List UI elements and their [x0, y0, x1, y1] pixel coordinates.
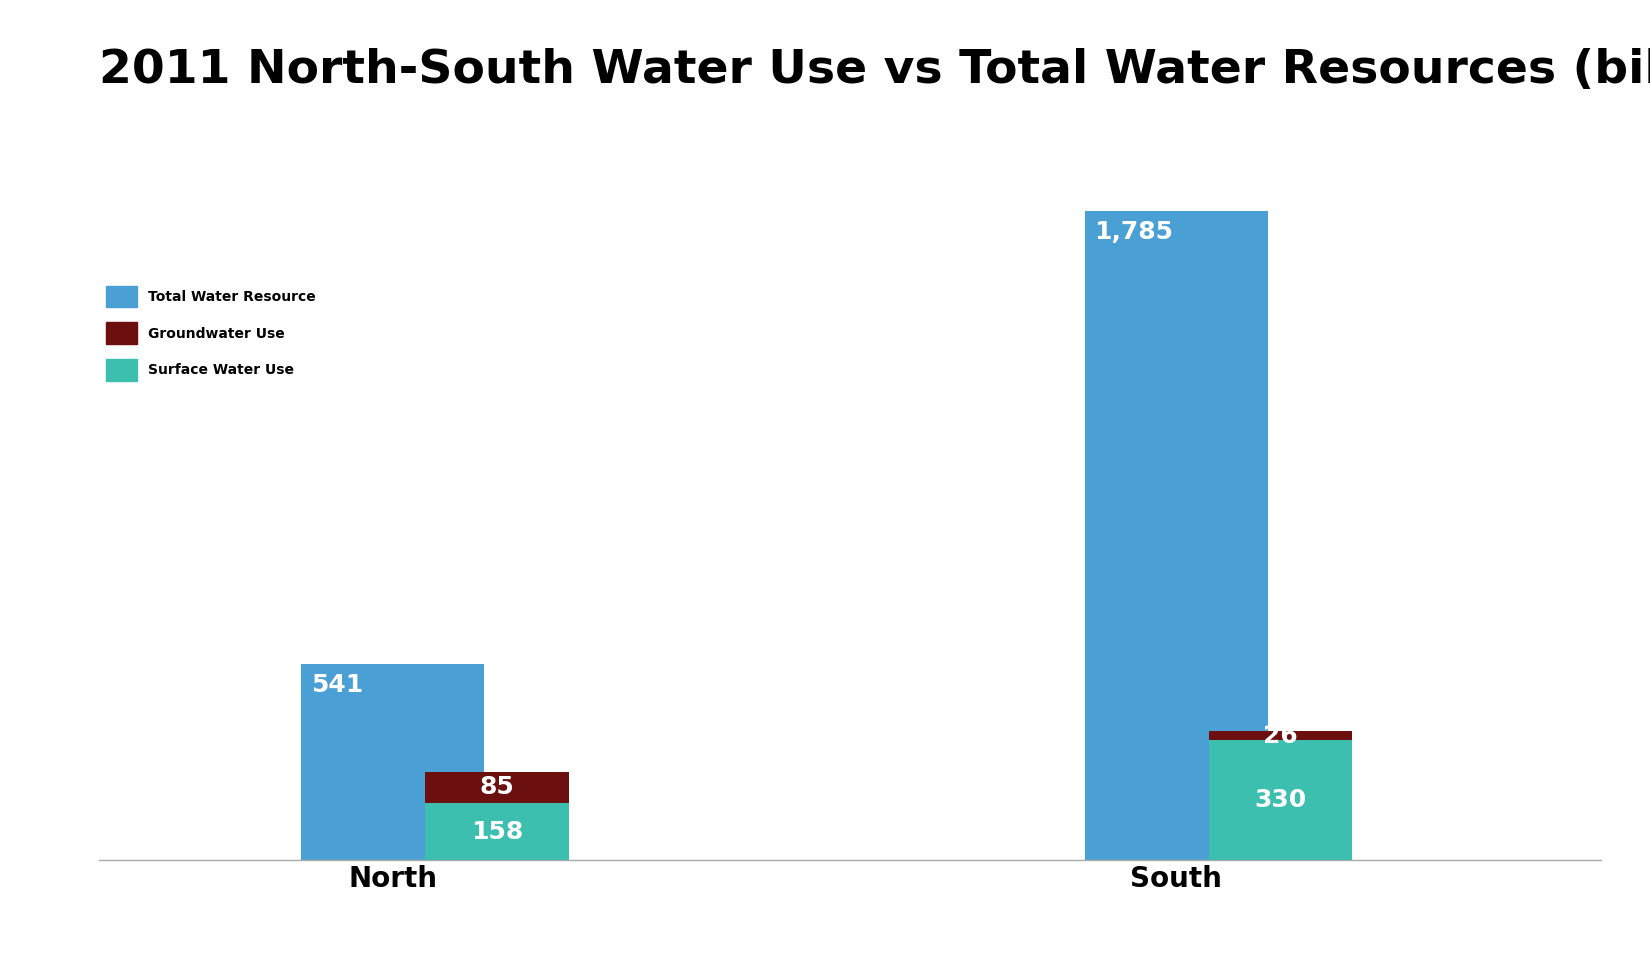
Text: 1,785: 1,785: [1094, 220, 1173, 244]
Text: 541: 541: [312, 673, 363, 697]
Bar: [302, 663, 483, 860]
Bar: [1209, 731, 1353, 740]
Text: 85: 85: [480, 775, 515, 799]
Bar: [426, 772, 569, 803]
Text: 158: 158: [472, 819, 523, 843]
Text: 26: 26: [1264, 724, 1299, 748]
Bar: [1084, 211, 1267, 860]
Legend: Total Water Resource, Groundwater Use, Surface Water Use: Total Water Resource, Groundwater Use, S…: [106, 286, 315, 380]
Text: 2011 North-South Water Use vs Total Water Resources (billion m³): 2011 North-South Water Use vs Total Wate…: [99, 48, 1650, 93]
Text: 330: 330: [1254, 789, 1307, 813]
Bar: [1209, 740, 1353, 860]
Bar: [426, 803, 569, 860]
